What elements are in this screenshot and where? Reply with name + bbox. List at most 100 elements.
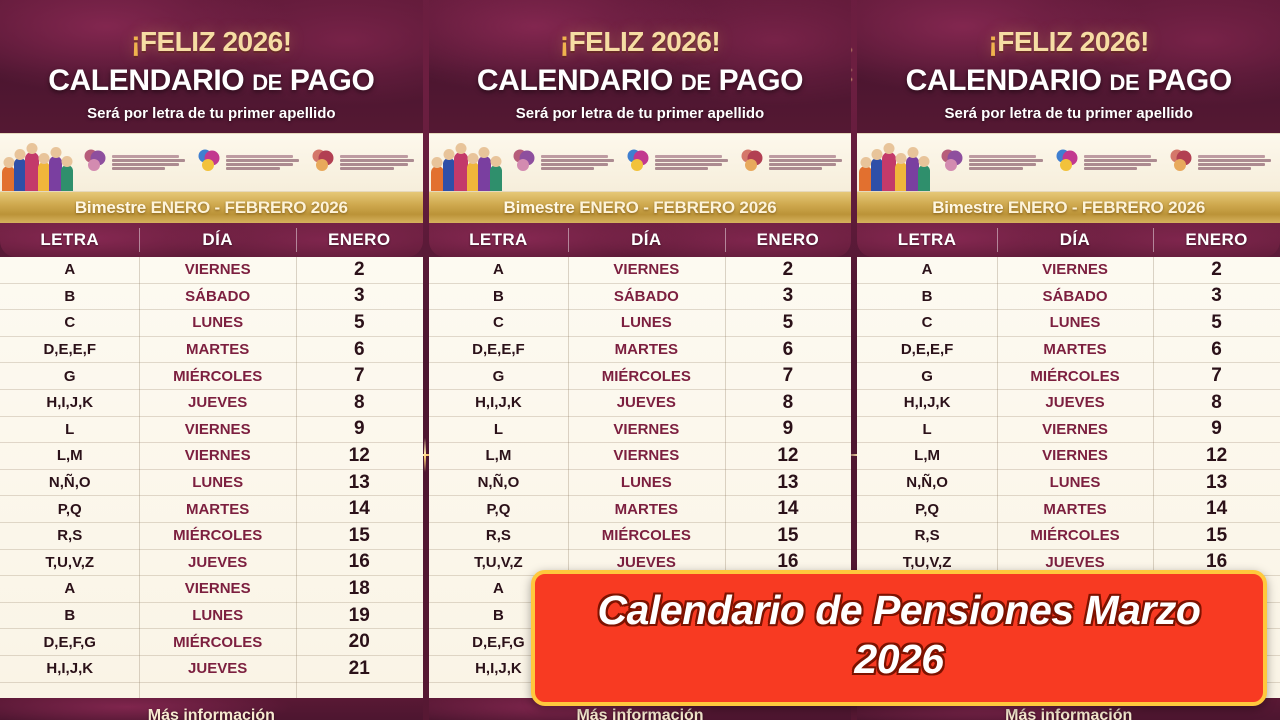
table-row: T,U,V,Z JUEVES 16 [857,550,1280,577]
cell-letra: B [492,287,504,305]
bimestre-band: Bimestre ENERO - FEBRERO 2026 [857,192,1280,223]
table-row: N,Ñ,O LUNES 13 [0,470,423,497]
greeting-bang: ¡ [131,26,140,57]
table-row: P,Q MARTES 14 [857,496,1280,523]
cell-dia: MARTES [614,341,678,359]
nativity-figure-icon [895,162,908,191]
cell-dianum: 13 [348,471,370,493]
program-logo-caption [340,155,416,170]
nativity-figures-group [857,134,933,191]
column-header-enero: ENERO [295,223,423,257]
greeting-text: ¡FELIZ 2026! [0,26,423,58]
cell-dianum: 9 [353,418,365,440]
page-title-de: DE [1109,70,1140,95]
cell-dia: MARTES [1043,500,1107,518]
cell-letra: T,U,V,Z [474,553,523,571]
program-logo-icon [1054,147,1080,178]
cell-dia: LUNES [1049,314,1101,332]
page-title-main: CALENDARIO [476,64,673,97]
program-logos-group [933,147,1280,178]
cell-dia: JUEVES [188,394,248,412]
program-logo-caption [112,155,188,170]
table-row: C LUNES 5 [0,310,423,337]
table-row: C LUNES 5 [428,310,852,337]
cell-dianum: 12 [348,444,370,466]
nativity-figure-icon [453,152,468,191]
bimestre-text: Bimestre ENERO - FEBRERO 2026 [932,198,1205,218]
cell-letra: C [492,314,504,332]
cell-letra: D,E,E,F [472,341,525,359]
cell-letra: R,S [57,527,83,545]
page-title: CALENDARIO DE PAGO [0,64,423,98]
nativity-figure-icon [61,165,73,191]
poster-panel-1: ¡FELIZ 2026! CALENDARIO DE PAGO Será por l… [0,0,423,720]
table-row: N,Ñ,O LUNES 13 [857,470,1280,497]
table-row: A VIERNES 18 [0,576,423,603]
cell-letra: H,I,J,K [475,660,522,678]
cell-dianum: 7 [1211,365,1222,387]
cell-dianum: 6 [1211,338,1222,360]
cell-dia: MIÉRCOLES [173,633,263,651]
bimestre-value: ENERO - FEBRERO 2026 [1007,197,1206,217]
table-row: N,Ñ,O LUNES 13 [428,470,852,497]
cell-dianum: 7 [782,365,794,387]
cell-letra: B [492,607,504,625]
nativity-figures-group [429,134,505,191]
table-row: P,Q MARTES 14 [0,496,423,523]
cell-dia: JUEVES [616,394,676,412]
table-row: A VIERNES 2 [857,257,1280,284]
cell-letra: N,Ñ,O [48,474,91,492]
cell-dianum: 14 [1206,498,1228,520]
program-logo-block [310,147,416,178]
cell-dianum: 5 [1211,311,1222,333]
cell-dia: SÁBADO [185,287,251,305]
cell-dia: MARTES [1043,341,1107,359]
table-row: R,S MIÉRCOLES 15 [428,523,852,550]
cell-letra: G [921,367,933,385]
program-logo-caption [1083,155,1160,170]
bimestre-label: Bimestre [932,197,1004,217]
footer-note: Más información [147,707,275,720]
government-logo-strip [857,133,1280,192]
program-logo-icon [939,147,965,178]
cell-letra: A [64,261,76,279]
table-row: P,Q MARTES 14 [428,496,852,523]
payment-calendar-table: LETRA DÍA ENERO A VIERNES 2 B SÁBADO 3 C LUNES 5 D,E… [0,223,423,698]
page-subtitle: Será por letra de tu primer apellido [87,105,336,122]
cell-letra: L,M [914,447,940,465]
cell-dianum: 16 [777,551,799,573]
column-header-dia: DÍA [568,223,724,257]
cell-dianum: 21 [348,657,370,679]
cell-letra: D,E,E,F [43,341,96,359]
page-title-end: PAGO [1147,64,1232,97]
cell-letra: N,Ñ,O [906,474,948,492]
program-logo-icon [196,147,222,178]
program-logo-block [196,147,302,178]
cell-dia: MIÉRCOLES [1030,367,1120,385]
table-row: D,E,F,G MIÉRCOLES 20 [0,629,423,656]
column-header-dia: DÍA [996,223,1153,257]
table-row: R,S MIÉRCOLES 15 [857,523,1280,550]
cell-dia: VIERNES [613,261,680,279]
cell-dia: JUEVES [188,553,248,571]
column-header-enero: ENERO [724,223,852,257]
table-row: L VIERNES 9 [857,417,1280,444]
table-row: H,I,J,K JUEVES 21 [0,656,423,683]
cell-letra: B [64,607,76,625]
panel-header: ¡FELIZ 2026! CALENDARIO DE PAGO Será por l… [428,0,852,133]
table-row: D,E,E,F MARTES 6 [857,337,1280,364]
cell-dianum: 12 [777,444,799,466]
cell-letra: H,I,J,K [46,660,94,678]
cell-dia: VIERNES [184,261,251,279]
page-title-main: CALENDARIO [905,64,1102,97]
greeting-text: ¡FELIZ 2026! [429,26,852,58]
cell-letra: G [63,367,76,385]
cell-dianum: 8 [353,391,365,413]
program-logo-block [511,147,617,178]
cell-dianum: 6 [353,338,365,360]
cell-dianum: 8 [1211,391,1222,413]
cell-dianum: 12 [1206,444,1228,466]
cell-dianum: 14 [777,498,799,520]
panel-header: ¡FELIZ 2026! CALENDARIO DE PAGO Será por l… [0,0,423,133]
